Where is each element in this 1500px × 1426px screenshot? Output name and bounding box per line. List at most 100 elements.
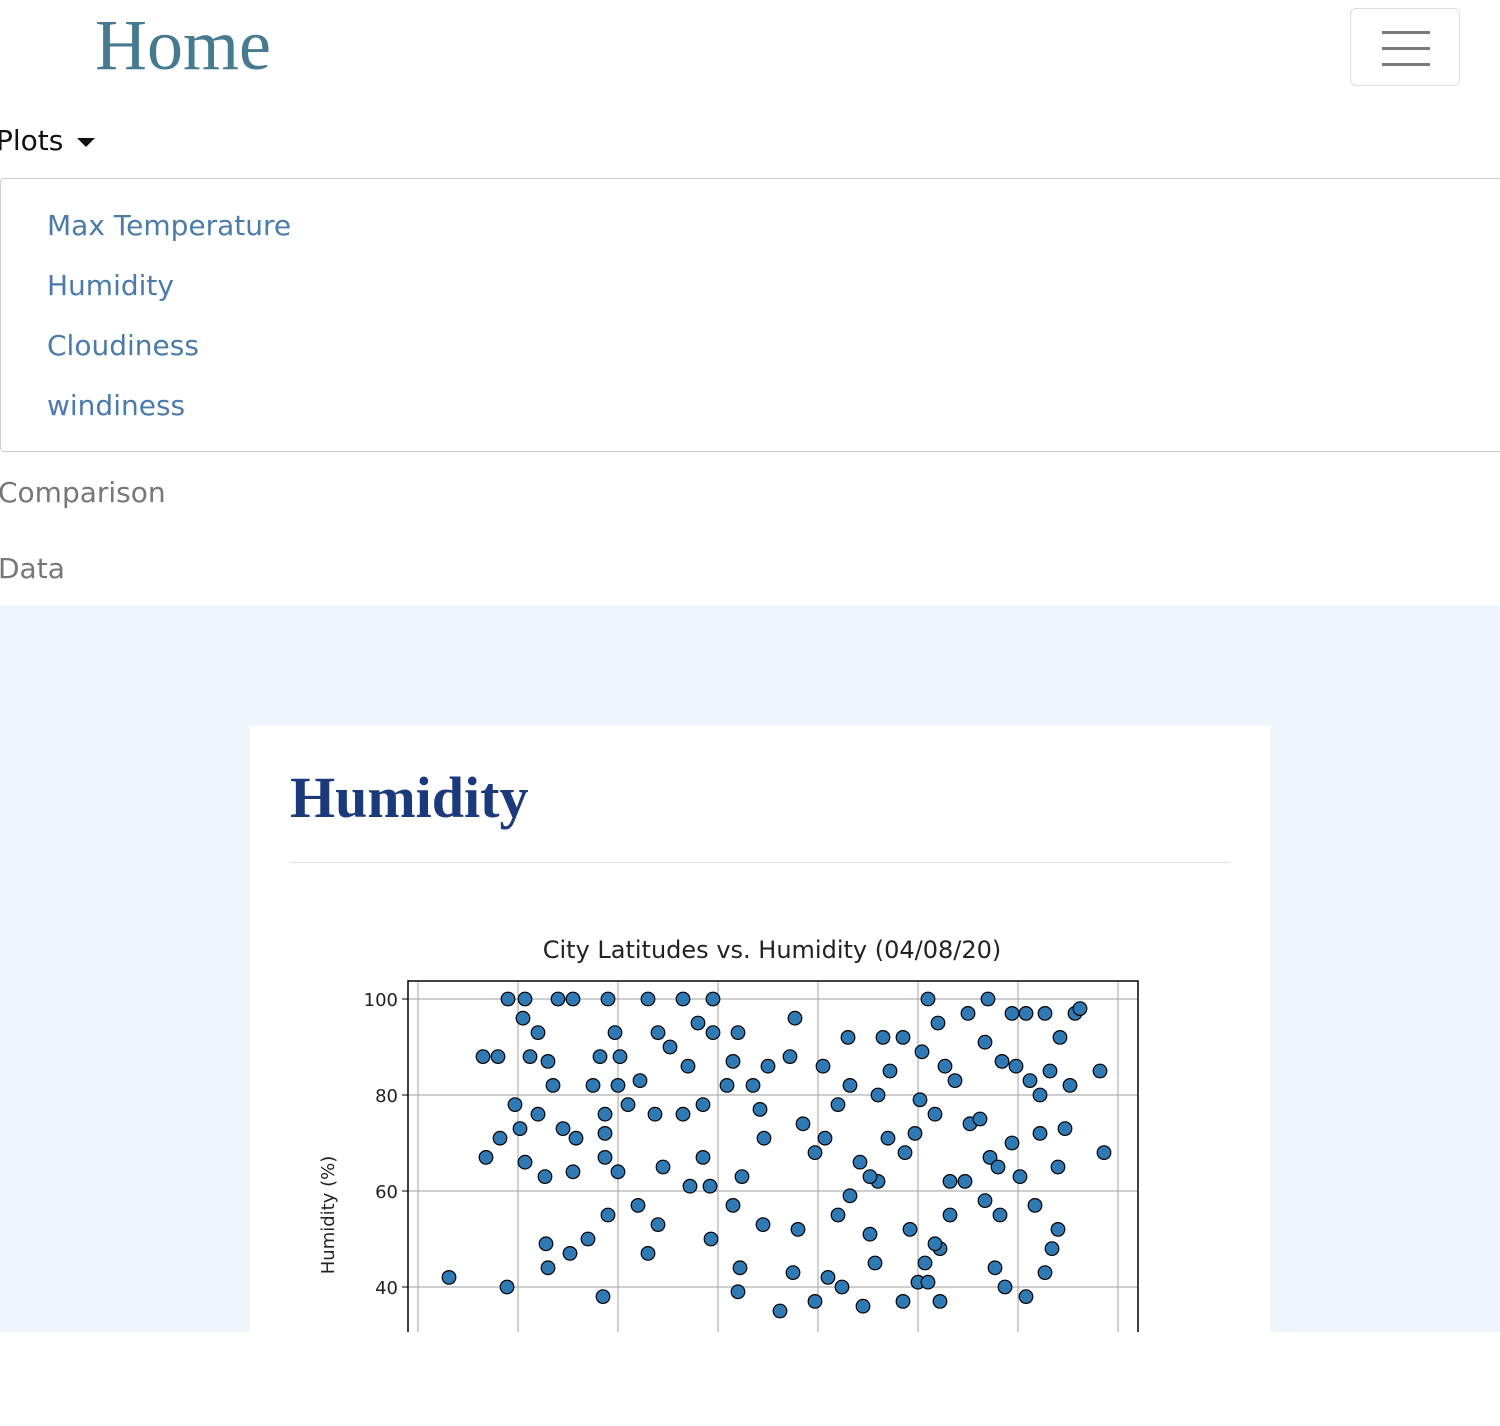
point (540, 1053, 556, 1069)
point (920, 1274, 936, 1290)
point (842, 1077, 858, 1093)
nav-link[interactable]: Data (0, 552, 65, 585)
point (682, 1178, 698, 1194)
point (787, 1010, 803, 1026)
point (680, 1058, 696, 1074)
point (703, 1231, 719, 1247)
dropdown-label[interactable]: Plots (0, 124, 64, 157)
point (490, 1049, 506, 1064)
point (512, 1121, 528, 1137)
point (555, 1121, 571, 1137)
point (997, 1279, 1013, 1295)
point (977, 1193, 993, 1209)
point (855, 1298, 871, 1314)
point (515, 1010, 531, 1026)
point (897, 1145, 913, 1161)
point (650, 1217, 666, 1233)
y-axis-label: Humidity (%) (318, 1156, 339, 1275)
point (537, 1169, 553, 1185)
point (530, 1025, 546, 1040)
point (538, 1236, 554, 1252)
point (920, 991, 936, 1007)
point (730, 1025, 746, 1040)
point (732, 1260, 748, 1276)
point (595, 1289, 611, 1305)
point (1037, 1005, 1053, 1021)
point (690, 1015, 706, 1031)
point (795, 1116, 811, 1132)
point (957, 1173, 973, 1189)
point (1012, 1169, 1028, 1185)
point (990, 1159, 1006, 1175)
point (1050, 1159, 1066, 1175)
menu-item[interactable]: windiness (47, 389, 186, 422)
point (830, 1097, 846, 1113)
point (755, 1217, 771, 1233)
point (492, 1130, 508, 1146)
point (540, 1260, 556, 1276)
point (705, 991, 721, 1007)
point (1004, 1005, 1020, 1021)
point (592, 1049, 608, 1064)
menu-item[interactable]: Cloudiness (47, 329, 199, 362)
point (550, 991, 566, 1007)
point (1044, 1241, 1060, 1257)
point (830, 1207, 846, 1223)
point (632, 1073, 648, 1089)
point (840, 1029, 856, 1045)
point (862, 1226, 878, 1242)
point (441, 1270, 457, 1285)
point (1027, 1198, 1043, 1213)
menu-item[interactable]: Max Temperature (47, 209, 292, 242)
page: Home Plots Max Temperature Humidity Clou… (0, 5, 1500, 1332)
nav-link[interactable]: Comparison (0, 476, 166, 509)
point (562, 1246, 578, 1261)
point (937, 1058, 953, 1074)
point (807, 1145, 823, 1161)
point (500, 991, 516, 1007)
brand[interactable]: Home (95, 5, 271, 85)
divider (290, 862, 1230, 863)
point (585, 1077, 601, 1093)
point (880, 1130, 896, 1146)
point (565, 1164, 581, 1180)
point (662, 1039, 678, 1055)
point (1037, 1265, 1053, 1281)
dropdown-toggle[interactable]: Plots (0, 124, 96, 157)
point (695, 1097, 711, 1113)
point (705, 1025, 721, 1040)
point (807, 1294, 823, 1309)
point (927, 1236, 943, 1252)
point (719, 1077, 735, 1093)
point (695, 1149, 711, 1165)
point (862, 1169, 878, 1185)
point (530, 1106, 546, 1122)
point (1004, 1135, 1020, 1151)
point (895, 1294, 911, 1309)
y-tick-label: 100 (364, 990, 398, 1011)
point (507, 1097, 523, 1113)
point (977, 1034, 993, 1050)
point (675, 991, 691, 1007)
point (752, 1101, 768, 1117)
point (597, 1149, 613, 1165)
point (640, 1246, 656, 1261)
menu-toggle[interactable] (1350, 8, 1460, 86)
point (852, 1154, 868, 1170)
menu-item[interactable]: Humidity (47, 269, 174, 302)
point (756, 1130, 772, 1146)
point (655, 1159, 671, 1175)
point (597, 1125, 613, 1141)
point (675, 1106, 691, 1122)
point (1092, 1063, 1108, 1079)
point (1018, 1289, 1034, 1305)
point (610, 1077, 626, 1093)
point (834, 1279, 850, 1295)
point (1022, 1073, 1038, 1089)
point (932, 1294, 948, 1309)
point (725, 1198, 741, 1213)
card-title: Humidity (290, 765, 529, 830)
point (912, 1092, 928, 1108)
point (927, 1106, 943, 1122)
point (992, 1207, 1008, 1223)
